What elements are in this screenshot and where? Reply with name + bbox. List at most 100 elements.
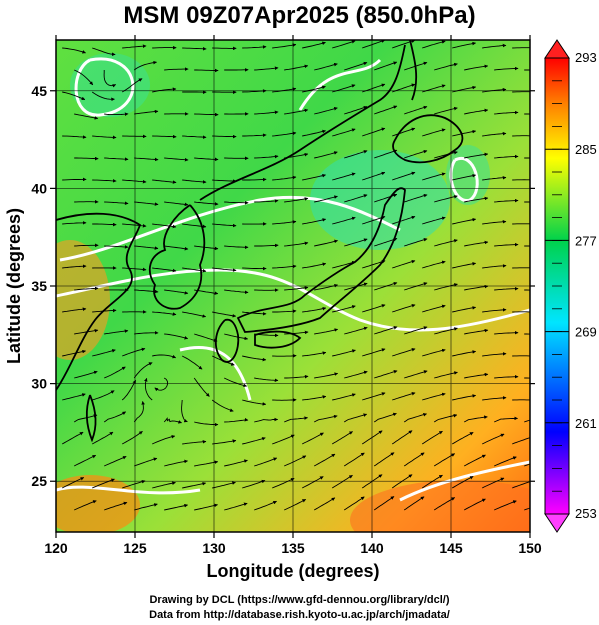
colorbar-label: 253 <box>575 506 597 521</box>
coastlines <box>56 40 464 443</box>
streamline <box>224 333 249 341</box>
streamline <box>104 366 126 379</box>
streamline <box>212 267 237 272</box>
streamline <box>104 201 129 206</box>
coast-honshu <box>236 187 406 333</box>
cool-region-east <box>446 145 490 205</box>
x-tick-label: 120 <box>44 540 68 556</box>
streamline <box>524 245 530 247</box>
streamline <box>122 479 146 489</box>
streamline <box>62 393 86 401</box>
streamline <box>92 349 116 357</box>
x-tick-label: 125 <box>123 540 147 556</box>
streamline <box>284 455 307 467</box>
streamline <box>481 477 505 489</box>
streamline <box>254 154 279 159</box>
streamline <box>242 133 267 137</box>
streamline <box>344 150 368 159</box>
streamline <box>404 282 428 291</box>
streamline <box>301 476 324 489</box>
streamline <box>494 154 519 159</box>
streamline <box>91 431 114 445</box>
streamline <box>134 157 159 162</box>
streamline <box>194 201 219 206</box>
streamline <box>74 286 99 291</box>
streamline <box>182 135 207 139</box>
streamline <box>224 377 248 388</box>
streamline <box>434 150 458 159</box>
streamline <box>332 172 356 181</box>
streamline <box>61 431 84 445</box>
streamline <box>374 281 398 291</box>
streamline <box>104 329 129 335</box>
streamline <box>122 267 147 272</box>
streamline <box>284 197 309 203</box>
streamline <box>164 157 189 162</box>
streamline <box>284 64 309 71</box>
y-tick-label: 45 <box>31 83 47 99</box>
streamline <box>194 460 219 467</box>
streamline <box>152 134 177 139</box>
streamline <box>164 503 188 511</box>
streamline <box>104 455 127 467</box>
streamline <box>452 350 477 357</box>
streamline <box>422 348 446 357</box>
streamline <box>373 412 397 423</box>
streamline <box>74 243 99 248</box>
streamline <box>344 105 368 115</box>
x-tick-label: 145 <box>439 540 463 556</box>
streamline <box>362 40 386 49</box>
streamline <box>482 219 507 225</box>
streamline <box>313 453 336 467</box>
streamline <box>524 201 530 203</box>
streamline <box>344 326 368 335</box>
streamline <box>164 67 189 71</box>
streamline <box>134 201 159 206</box>
streamline <box>152 179 177 184</box>
streamline <box>452 262 477 269</box>
streamline <box>433 453 456 467</box>
streamline <box>464 196 489 203</box>
streamline <box>92 390 115 401</box>
streamline <box>374 61 398 71</box>
streamline <box>524 289 530 291</box>
streamline <box>242 479 266 489</box>
streamline <box>404 149 428 159</box>
streamline <box>224 502 248 511</box>
streamline <box>212 311 237 318</box>
streamline <box>242 437 266 445</box>
streamline <box>152 354 177 359</box>
streamline <box>62 135 87 139</box>
streamline <box>194 421 219 427</box>
streamline <box>434 62 458 71</box>
streamline <box>152 311 177 316</box>
streamline <box>344 370 368 379</box>
streamline <box>343 413 368 423</box>
streamline <box>212 134 237 139</box>
streamline <box>374 326 398 335</box>
streamline <box>134 503 158 511</box>
streamline <box>193 377 210 397</box>
streamline <box>404 326 428 335</box>
coast-korea <box>148 204 206 310</box>
streamline <box>302 262 327 269</box>
streamline <box>422 40 446 49</box>
streamline <box>181 355 203 370</box>
streamline <box>494 66 519 71</box>
streamline <box>404 237 428 247</box>
colorbar-label: 261 <box>575 416 597 431</box>
streamline <box>451 432 474 445</box>
streamline <box>284 330 309 335</box>
streamline <box>133 60 157 71</box>
streamline <box>524 157 530 159</box>
streamline <box>494 286 519 291</box>
streamline <box>92 135 117 140</box>
streamline <box>494 500 517 511</box>
x-tick-label: 130 <box>202 540 226 556</box>
streamline <box>373 496 395 511</box>
streamline <box>524 69 530 71</box>
streamline <box>74 500 97 511</box>
streamline <box>463 415 488 423</box>
streamline <box>302 218 327 225</box>
